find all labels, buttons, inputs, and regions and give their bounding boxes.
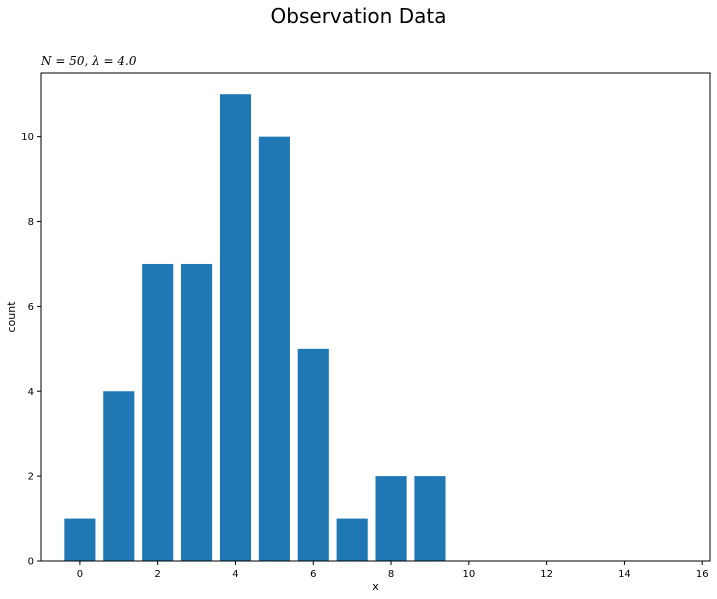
x-tick-label: 12 — [540, 569, 553, 580]
y-tick-label: 8 — [28, 217, 34, 228]
bar-x-2 — [142, 263, 174, 561]
figure-title: Observation Data — [270, 4, 447, 28]
y-tick-label: 10 — [21, 132, 34, 143]
x-tick-label: 10 — [462, 569, 475, 580]
bars-group — [64, 94, 446, 561]
x-tick-label: 16 — [696, 569, 709, 580]
y-tick-label: 0 — [28, 557, 34, 568]
y-axis-label: count — [5, 301, 18, 333]
y-tick-label: 4 — [28, 387, 34, 398]
x-tick-label: 8 — [388, 569, 394, 580]
bar-x-3 — [181, 263, 213, 561]
bar-x-1 — [103, 391, 135, 561]
bar-x-4 — [219, 94, 252, 561]
bar-x-8 — [375, 476, 407, 561]
x-tick-label: 0 — [77, 569, 83, 580]
y-tick-label: 2 — [28, 472, 34, 483]
x-axis-label: x — [372, 580, 379, 593]
bar-x-0 — [64, 518, 96, 561]
axes-title: N = 50, λ = 4.0 — [41, 54, 136, 68]
bar-x-7 — [336, 518, 368, 561]
axes-frame — [40, 72, 711, 562]
x-tick-label: 6 — [310, 569, 316, 580]
x-tick-label: 14 — [618, 569, 631, 580]
bar-x-5 — [258, 136, 290, 561]
x-tick-label: 4 — [232, 569, 238, 580]
axes-title-text: N = 50, λ = 4.0 — [41, 54, 137, 68]
bar-x-6 — [297, 348, 329, 561]
y-tick-label: 6 — [28, 302, 34, 313]
y-ticks: 0 2 4 6 8 10 — [21, 132, 41, 568]
x-ticks: 0 2 4 6 8 10 12 14 16 — [77, 561, 709, 580]
x-tick-label: 2 — [154, 569, 160, 580]
bar-x-9 — [414, 476, 446, 561]
